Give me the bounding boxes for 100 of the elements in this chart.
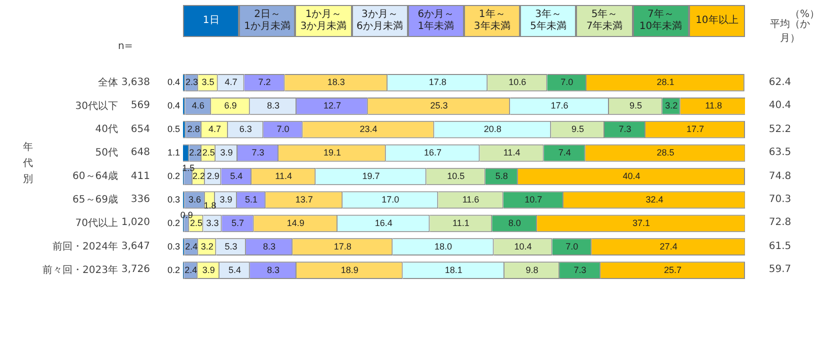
text: 61.5 xyxy=(768,240,792,253)
data-label: 9.5 xyxy=(572,124,584,134)
data-label: 14.9 xyxy=(286,218,304,228)
data-label: 7.3 xyxy=(618,124,632,134)
data-label: 2.8 xyxy=(187,124,200,134)
text: 654 xyxy=(130,122,150,136)
data-label: 32.4 xyxy=(646,194,664,204)
data-label: 18.3 xyxy=(327,77,345,88)
data-label: 7.0 xyxy=(276,124,290,134)
data-label: 8.0 xyxy=(508,218,521,228)
text: 336 xyxy=(130,192,150,206)
text: 2日～ 1か月未満 xyxy=(239,5,296,37)
data-label: 0.4 xyxy=(167,100,180,111)
data-label: 17.8 xyxy=(428,77,446,88)
text: 年代別 xyxy=(22,141,34,187)
data-label: 2.4 xyxy=(185,241,198,252)
data-label: 1.1 xyxy=(167,148,180,158)
data-label: 5.3 xyxy=(224,241,238,252)
data-label: 4.7 xyxy=(224,77,238,88)
data-label: 1.8 xyxy=(204,200,216,210)
text: （%） xyxy=(790,8,820,20)
data-label: 2.2 xyxy=(189,148,202,158)
data-label: 28.5 xyxy=(656,148,674,158)
text: 3,726 xyxy=(121,263,150,276)
data-label: 4.6 xyxy=(192,100,204,111)
text: 62.4 xyxy=(768,76,792,89)
data-label: 7.3 xyxy=(252,148,264,158)
data-label: 0.2 xyxy=(167,264,180,275)
data-label: 19.1 xyxy=(323,148,341,158)
data-label: 7.2 xyxy=(258,77,271,88)
data-label: 2.4 xyxy=(184,264,198,275)
data-label: 3.9 xyxy=(220,148,233,158)
text: 70.3 xyxy=(768,192,792,206)
data-label: 7.4 xyxy=(558,148,571,158)
data-label: 27.4 xyxy=(660,241,678,252)
data-label: 11.8 xyxy=(705,100,722,111)
data-label: 18.0 xyxy=(434,241,452,252)
data-label: 2.5 xyxy=(202,148,215,158)
data-label: 11.4 xyxy=(275,170,292,181)
data-label: 16.7 xyxy=(424,148,442,158)
data-label: 5.8 xyxy=(495,170,508,181)
text: 3,638 xyxy=(121,76,150,89)
text: 74.8 xyxy=(768,170,792,182)
data-label: 17.0 xyxy=(382,194,400,204)
y-tick-label: 70代以上 xyxy=(75,216,118,229)
data-label: 8.3 xyxy=(266,100,280,111)
data-label: 3.6 xyxy=(188,194,202,204)
data-label: 3.9 xyxy=(220,194,232,204)
data-label: 28.1 xyxy=(656,77,674,88)
data-label: 2.3 xyxy=(185,77,198,88)
text: 411 xyxy=(130,170,150,182)
data-label: 20.8 xyxy=(484,124,502,134)
data-label: 0.5 xyxy=(167,124,180,134)
data-label: 8.3 xyxy=(266,264,280,275)
data-label: 10.7 xyxy=(524,194,542,204)
text: 1,020 xyxy=(121,216,150,230)
data-label: 25.7 xyxy=(664,264,682,275)
data-label: 19.7 xyxy=(362,170,380,181)
data-label: 13.7 xyxy=(295,194,313,204)
data-label: 0.9 xyxy=(180,210,193,220)
data-label: 5.4 xyxy=(228,264,241,275)
text: 40.4 xyxy=(768,99,792,112)
data-label: 0.3 xyxy=(167,194,180,204)
data-label: 2.2 xyxy=(192,170,205,181)
data-label: 7.0 xyxy=(566,241,578,252)
data-label: 9.8 xyxy=(526,264,538,275)
data-label: 1.5 xyxy=(182,162,195,173)
data-label: 3.5 xyxy=(202,77,214,88)
y-tick-label: 全体 xyxy=(98,76,118,88)
y-tick-label: 前回・2024年 xyxy=(52,240,118,252)
data-label: 3.9 xyxy=(202,264,215,275)
data-label: 11.4 xyxy=(503,148,520,158)
data-label: 17.6 xyxy=(550,100,568,111)
data-label: 37.1 xyxy=(632,218,650,228)
text: 59.7 xyxy=(768,263,792,276)
data-label: 3.2 xyxy=(200,241,214,252)
data-label: 7.3 xyxy=(574,264,586,275)
data-label: 10.5 xyxy=(447,170,465,181)
text: 648 xyxy=(130,146,150,160)
data-label: 10.4 xyxy=(514,241,532,252)
text: 52.2 xyxy=(768,122,792,136)
data-label: 9.5 xyxy=(629,100,642,111)
text: 3,647 xyxy=(121,240,150,253)
data-label: 5.1 xyxy=(245,194,258,204)
data-label: 4.7 xyxy=(208,124,222,134)
text: 72.8 xyxy=(768,216,792,230)
text: 3か月～ 6か月未満 xyxy=(352,5,408,37)
data-label: 12.7 xyxy=(323,100,341,111)
text: 1か月～ 3か月未満 xyxy=(295,5,352,37)
text: 7年～ 10年未満 xyxy=(632,5,689,37)
data-label: 10.6 xyxy=(508,77,526,88)
text: 6か月～ 1年未満 xyxy=(408,5,464,37)
data-label: 17.7 xyxy=(686,124,704,134)
y-tick-label: 50代 xyxy=(95,148,118,159)
data-label: 18.1 xyxy=(444,264,462,275)
y-tick-label: 前々回・2023年 xyxy=(42,264,118,276)
data-label: 18.9 xyxy=(340,264,358,275)
y-tick-label: 60～64歳 xyxy=(72,170,118,182)
data-label: 23.4 xyxy=(360,124,378,134)
text: n= xyxy=(118,40,133,53)
